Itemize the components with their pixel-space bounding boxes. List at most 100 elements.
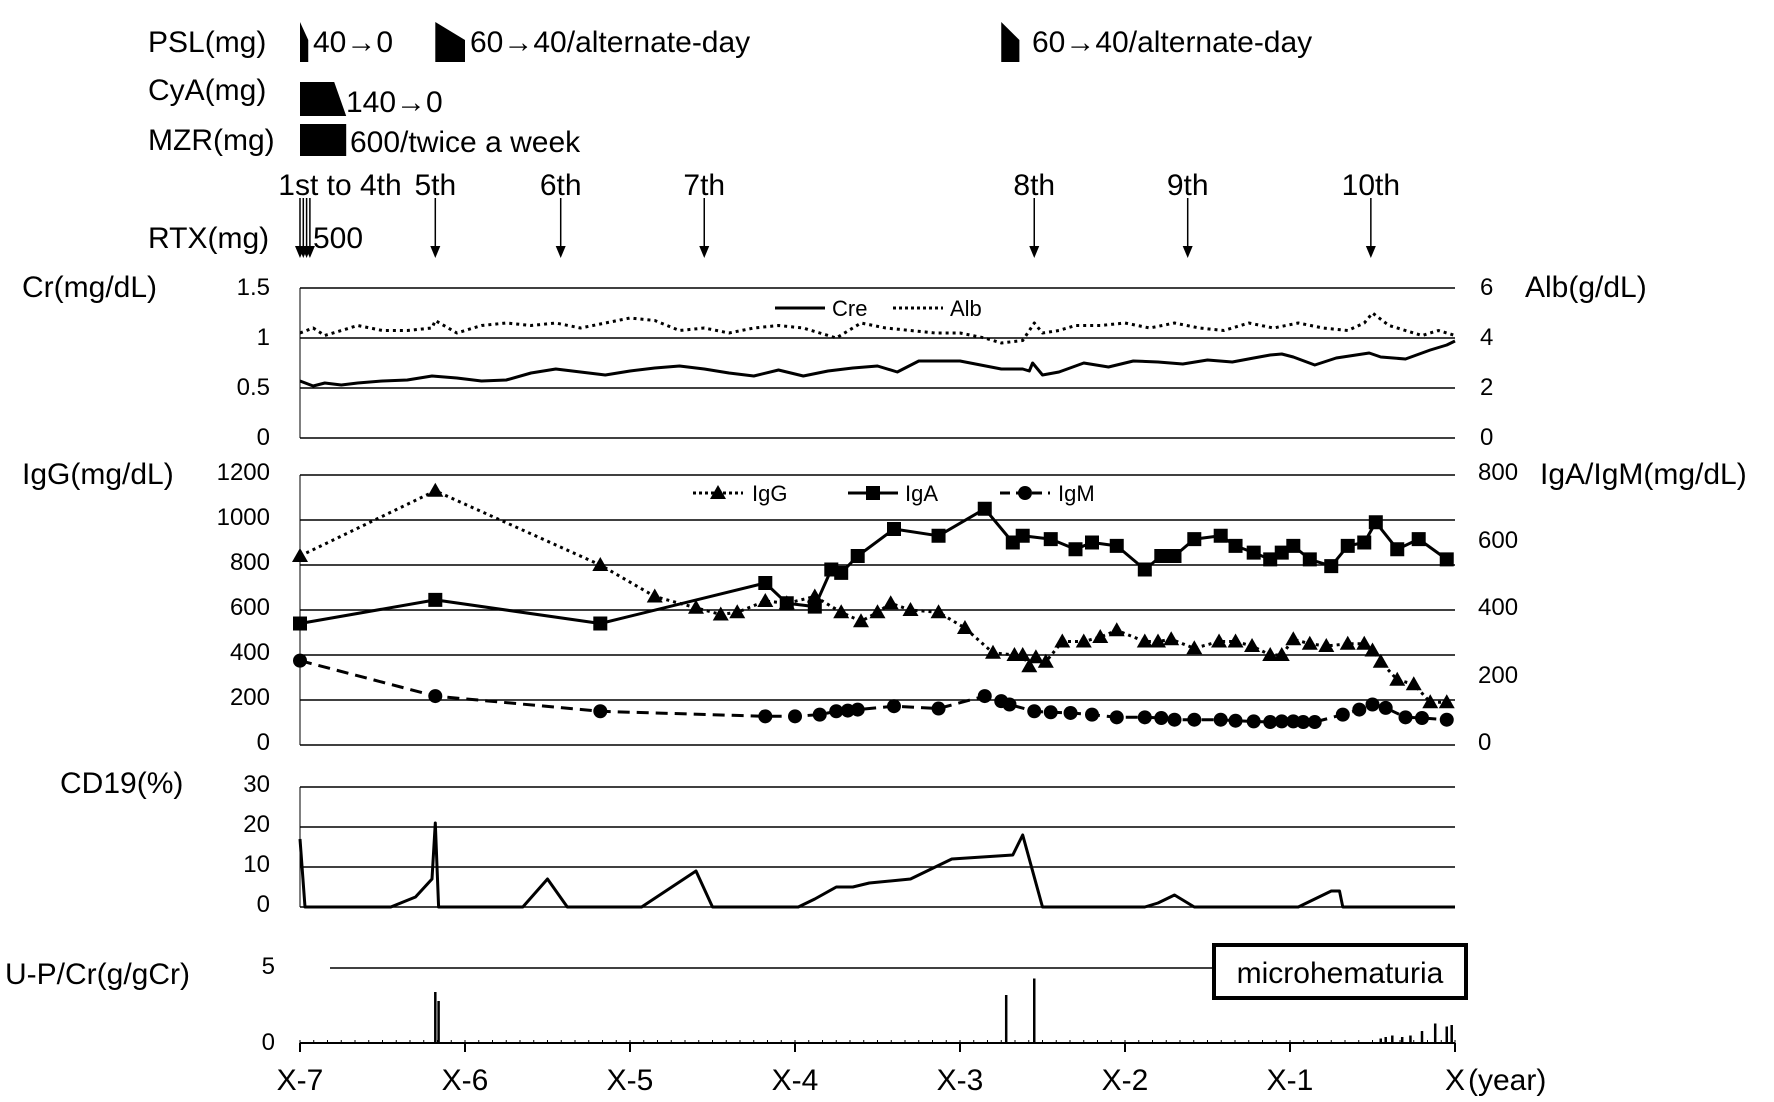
cd19-series — [298, 821, 1455, 909]
data-point — [1187, 712, 1202, 727]
immunoglobulin-gridlines — [299, 474, 1455, 746]
igm-line — [299, 659, 1447, 724]
data-point — [1390, 542, 1405, 557]
data-point — [1137, 710, 1152, 725]
data-point — [292, 548, 308, 562]
igaigm-ytick-label: 400 — [1478, 594, 1518, 621]
igg-ytick-label: 600 — [230, 594, 270, 621]
cd19-ytick-label: 30 — [243, 771, 270, 798]
data-point — [1340, 538, 1355, 553]
cd19-ytick-label: 0 — [257, 891, 270, 918]
psl-dose-block — [1001, 22, 1020, 62]
cd19-ytick-labels: 0 10 20 30 — [243, 771, 270, 918]
data-point — [1335, 707, 1350, 722]
data-point — [902, 602, 919, 616]
mzr-note: 600/twice a week — [350, 126, 581, 159]
data-point — [1263, 715, 1278, 730]
data-point — [1063, 705, 1078, 720]
data-point — [931, 701, 946, 716]
data-point — [853, 613, 869, 628]
cr-ytick-label: 0 — [257, 424, 270, 451]
igg-line — [299, 489, 1447, 704]
panel-immunoglobulin: IgG(mg/dL) IgA/IgM(mg/dL) 0 200 400 600 … — [22, 458, 1747, 756]
legend-iga-marker — [866, 486, 880, 500]
igg-axis-title: IgG(mg/dL) — [22, 458, 174, 491]
data-point — [1274, 714, 1289, 729]
data-point — [758, 709, 773, 724]
igg-ytick-label: 0 — [257, 729, 270, 756]
data-point — [850, 549, 865, 563]
alb-line — [299, 311, 1456, 345]
cd19-ytick-label: 20 — [243, 811, 270, 838]
data-point — [428, 689, 443, 704]
cre-line — [299, 339, 1456, 388]
data-point — [1213, 712, 1228, 727]
iga-points — [293, 501, 1454, 631]
data-point — [428, 592, 443, 607]
legend-igm-marker — [1018, 486, 1032, 500]
x-tick-label: X-5 — [607, 1064, 654, 1097]
psl-dose-block — [300, 22, 309, 62]
data-point — [812, 707, 827, 722]
data-point — [757, 593, 774, 607]
data-point — [930, 604, 947, 619]
rtx-dose-number: 6th — [540, 169, 582, 202]
cr-alb-series — [299, 311, 1456, 388]
data-point — [1274, 545, 1289, 560]
data-point — [1213, 528, 1228, 543]
data-point — [1318, 638, 1335, 652]
x-tick-label: X-3 — [937, 1064, 984, 1097]
rtx-dose-number: 7th — [683, 169, 725, 202]
data-point — [1286, 538, 1301, 553]
igaigm-axis-title: IgA/IgM(mg/dL) — [1540, 458, 1747, 491]
data-point — [1246, 714, 1261, 729]
mzr-label: MZR(mg) — [148, 124, 275, 157]
rtx-dose-number: 1st to 4th — [278, 169, 401, 202]
data-point — [887, 522, 901, 536]
treatment-blocks — [300, 22, 1020, 156]
x-axis-unit: (year) — [1468, 1064, 1546, 1097]
data-point — [1085, 707, 1099, 722]
psl-label: PSL(mg) — [148, 26, 266, 59]
data-point — [1154, 711, 1169, 725]
igg-ytick-label: 1200 — [217, 459, 270, 486]
rtx-arrow-head — [1182, 246, 1193, 258]
data-point — [869, 604, 886, 619]
igaigm-ytick-label: 200 — [1478, 662, 1518, 689]
alb-ytick-label: 0 — [1480, 424, 1493, 451]
data-point — [807, 599, 822, 614]
data-point — [1324, 559, 1339, 574]
microhematuria-label: microhematuria — [1237, 957, 1444, 990]
rtx-dose-number: 5th — [414, 169, 456, 202]
data-point — [1307, 715, 1322, 730]
data-point — [1108, 622, 1125, 637]
rtx-arrow-head — [1029, 246, 1040, 258]
data-point — [1301, 635, 1318, 650]
data-point — [1227, 633, 1244, 648]
legend-igg-marker — [710, 485, 726, 499]
data-point — [427, 482, 444, 497]
rtx-dose-number: 9th — [1167, 169, 1209, 202]
data-point — [1167, 712, 1182, 727]
data-point — [1262, 647, 1279, 661]
data-point — [1027, 704, 1042, 719]
data-point — [1150, 633, 1166, 648]
data-point — [779, 596, 794, 611]
igaigm-ytick-label: 600 — [1478, 527, 1518, 554]
rtx-arrow-head — [430, 246, 441, 258]
alb-ytick-labels: 0 2 4 6 — [1480, 274, 1493, 451]
data-point — [646, 588, 663, 603]
legend-alb-label: Alb — [950, 296, 982, 321]
psl-note-3: 60→40/alternate-day — [1032, 26, 1312, 59]
data-point — [1357, 535, 1372, 550]
legend-igm-label: IgM — [1058, 481, 1095, 506]
cya-dose-block — [300, 82, 347, 116]
data-point — [1021, 658, 1038, 673]
x-tick-label: X-1 — [1267, 1064, 1314, 1097]
psl-note-2: 60→40/alternate-day — [470, 26, 750, 59]
cd19-line — [298, 821, 1455, 909]
data-point — [1027, 649, 1044, 664]
alb-axis-title: Alb(g/dL) — [1525, 271, 1647, 304]
cr-ytick-label: 1.5 — [237, 274, 270, 301]
data-point — [850, 702, 865, 717]
